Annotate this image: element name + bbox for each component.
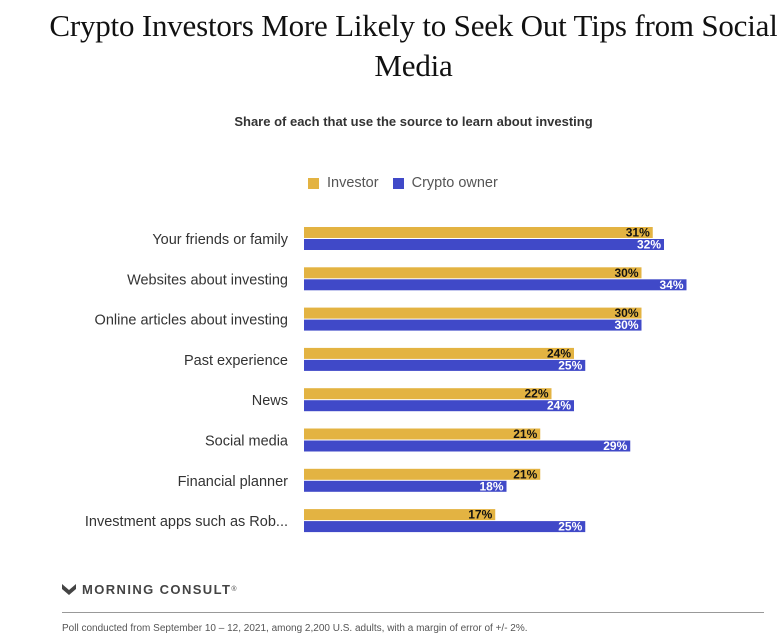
bar-investor-cat-6: [304, 468, 541, 480]
category-label-cat-0: Your friends or family: [152, 232, 288, 248]
data-label-crypto-owner-cat-5: 29%: [603, 439, 627, 453]
data-label-investor-cat-6: 21%: [513, 467, 537, 481]
bar-crypto-owner-cat-1: [304, 279, 687, 291]
bar-investor-cat-5: [304, 428, 541, 440]
footer-divider: [62, 612, 764, 613]
bar-investor-cat-7: [304, 509, 496, 521]
legend-item-investor: Investor: [308, 175, 379, 191]
data-label-crypto-owner-cat-7: 25%: [558, 520, 582, 534]
category-label-cat-5: Social media: [205, 434, 289, 450]
bar-investor-cat-0: [304, 227, 653, 238]
data-label-investor-cat-0: 31%: [626, 226, 650, 240]
data-label-investor-cat-2: 30%: [614, 306, 638, 320]
data-label-investor-cat-1: 30%: [614, 266, 638, 280]
category-label-cat-2: Online articles about investing: [95, 313, 288, 329]
bar-investor-cat-4: [304, 388, 552, 400]
bar-crypto-owner-cat-7: [304, 521, 586, 533]
data-label-investor-cat-3: 24%: [547, 346, 571, 360]
legend-item-crypto-owner: Crypto owner: [392, 175, 498, 191]
legend-label-investor: Investor: [327, 175, 379, 191]
chart-subtitle: Share of each that use the source to lea…: [234, 114, 593, 129]
morning-consult-icon: [62, 583, 76, 595]
bar-investor-cat-3: [304, 347, 574, 359]
data-label-crypto-owner-cat-2: 30%: [614, 318, 638, 332]
category-label-cat-6: Financial planner: [178, 474, 289, 490]
bar-crypto-owner-cat-0: [304, 239, 664, 250]
chart-title: Crypto Investors More Likely to Seek Out…: [49, 8, 777, 83]
data-label-investor-cat-4: 22%: [524, 387, 548, 401]
data-label-crypto-owner-cat-4: 24%: [547, 399, 571, 413]
bar-crypto-owner-cat-4: [304, 400, 574, 412]
category-label-cat-3: Past experience: [184, 353, 288, 369]
data-label-investor-cat-5: 21%: [513, 427, 537, 441]
logo-text: MORNING CONSULT: [82, 582, 232, 597]
category-label-cat-1: Websites about investing: [127, 272, 288, 288]
bar-crypto-owner-cat-3: [304, 359, 586, 371]
morning-consult-logo: MORNING CONSULT ®: [62, 582, 238, 597]
data-label-crypto-owner-cat-6: 18%: [479, 479, 503, 493]
bar-crypto-owner-cat-6: [304, 480, 507, 492]
data-label-crypto-owner-cat-0: 32%: [637, 238, 661, 252]
data-label-crypto-owner-cat-3: 25%: [558, 358, 582, 372]
data-label-investor-cat-7: 17%: [468, 508, 492, 522]
data-label-crypto-owner-cat-1: 34%: [659, 278, 683, 292]
legend-swatch-crypto-owner: [392, 177, 404, 189]
category-label-cat-7: Investment apps such as Rob...: [85, 514, 288, 530]
bar-crypto-owner-cat-5: [304, 440, 631, 452]
bar-investor-cat-1: [304, 267, 642, 279]
bar-chart: Your friends or family 31%32% Websites abo…: [85, 226, 687, 534]
legend-swatch-investor: [308, 177, 319, 189]
bar-crypto-owner-cat-2: [304, 319, 642, 331]
footnote: Poll conducted from September 10 – 12, 2…: [62, 623, 528, 634]
legend-label-crypto-owner: Crypto owner: [411, 175, 498, 191]
bar-investor-cat-2: [304, 307, 642, 319]
legend: Investor Crypto owner: [308, 175, 512, 191]
logo-trademark: ®: [231, 586, 238, 593]
category-label-cat-4: News: [252, 393, 288, 409]
